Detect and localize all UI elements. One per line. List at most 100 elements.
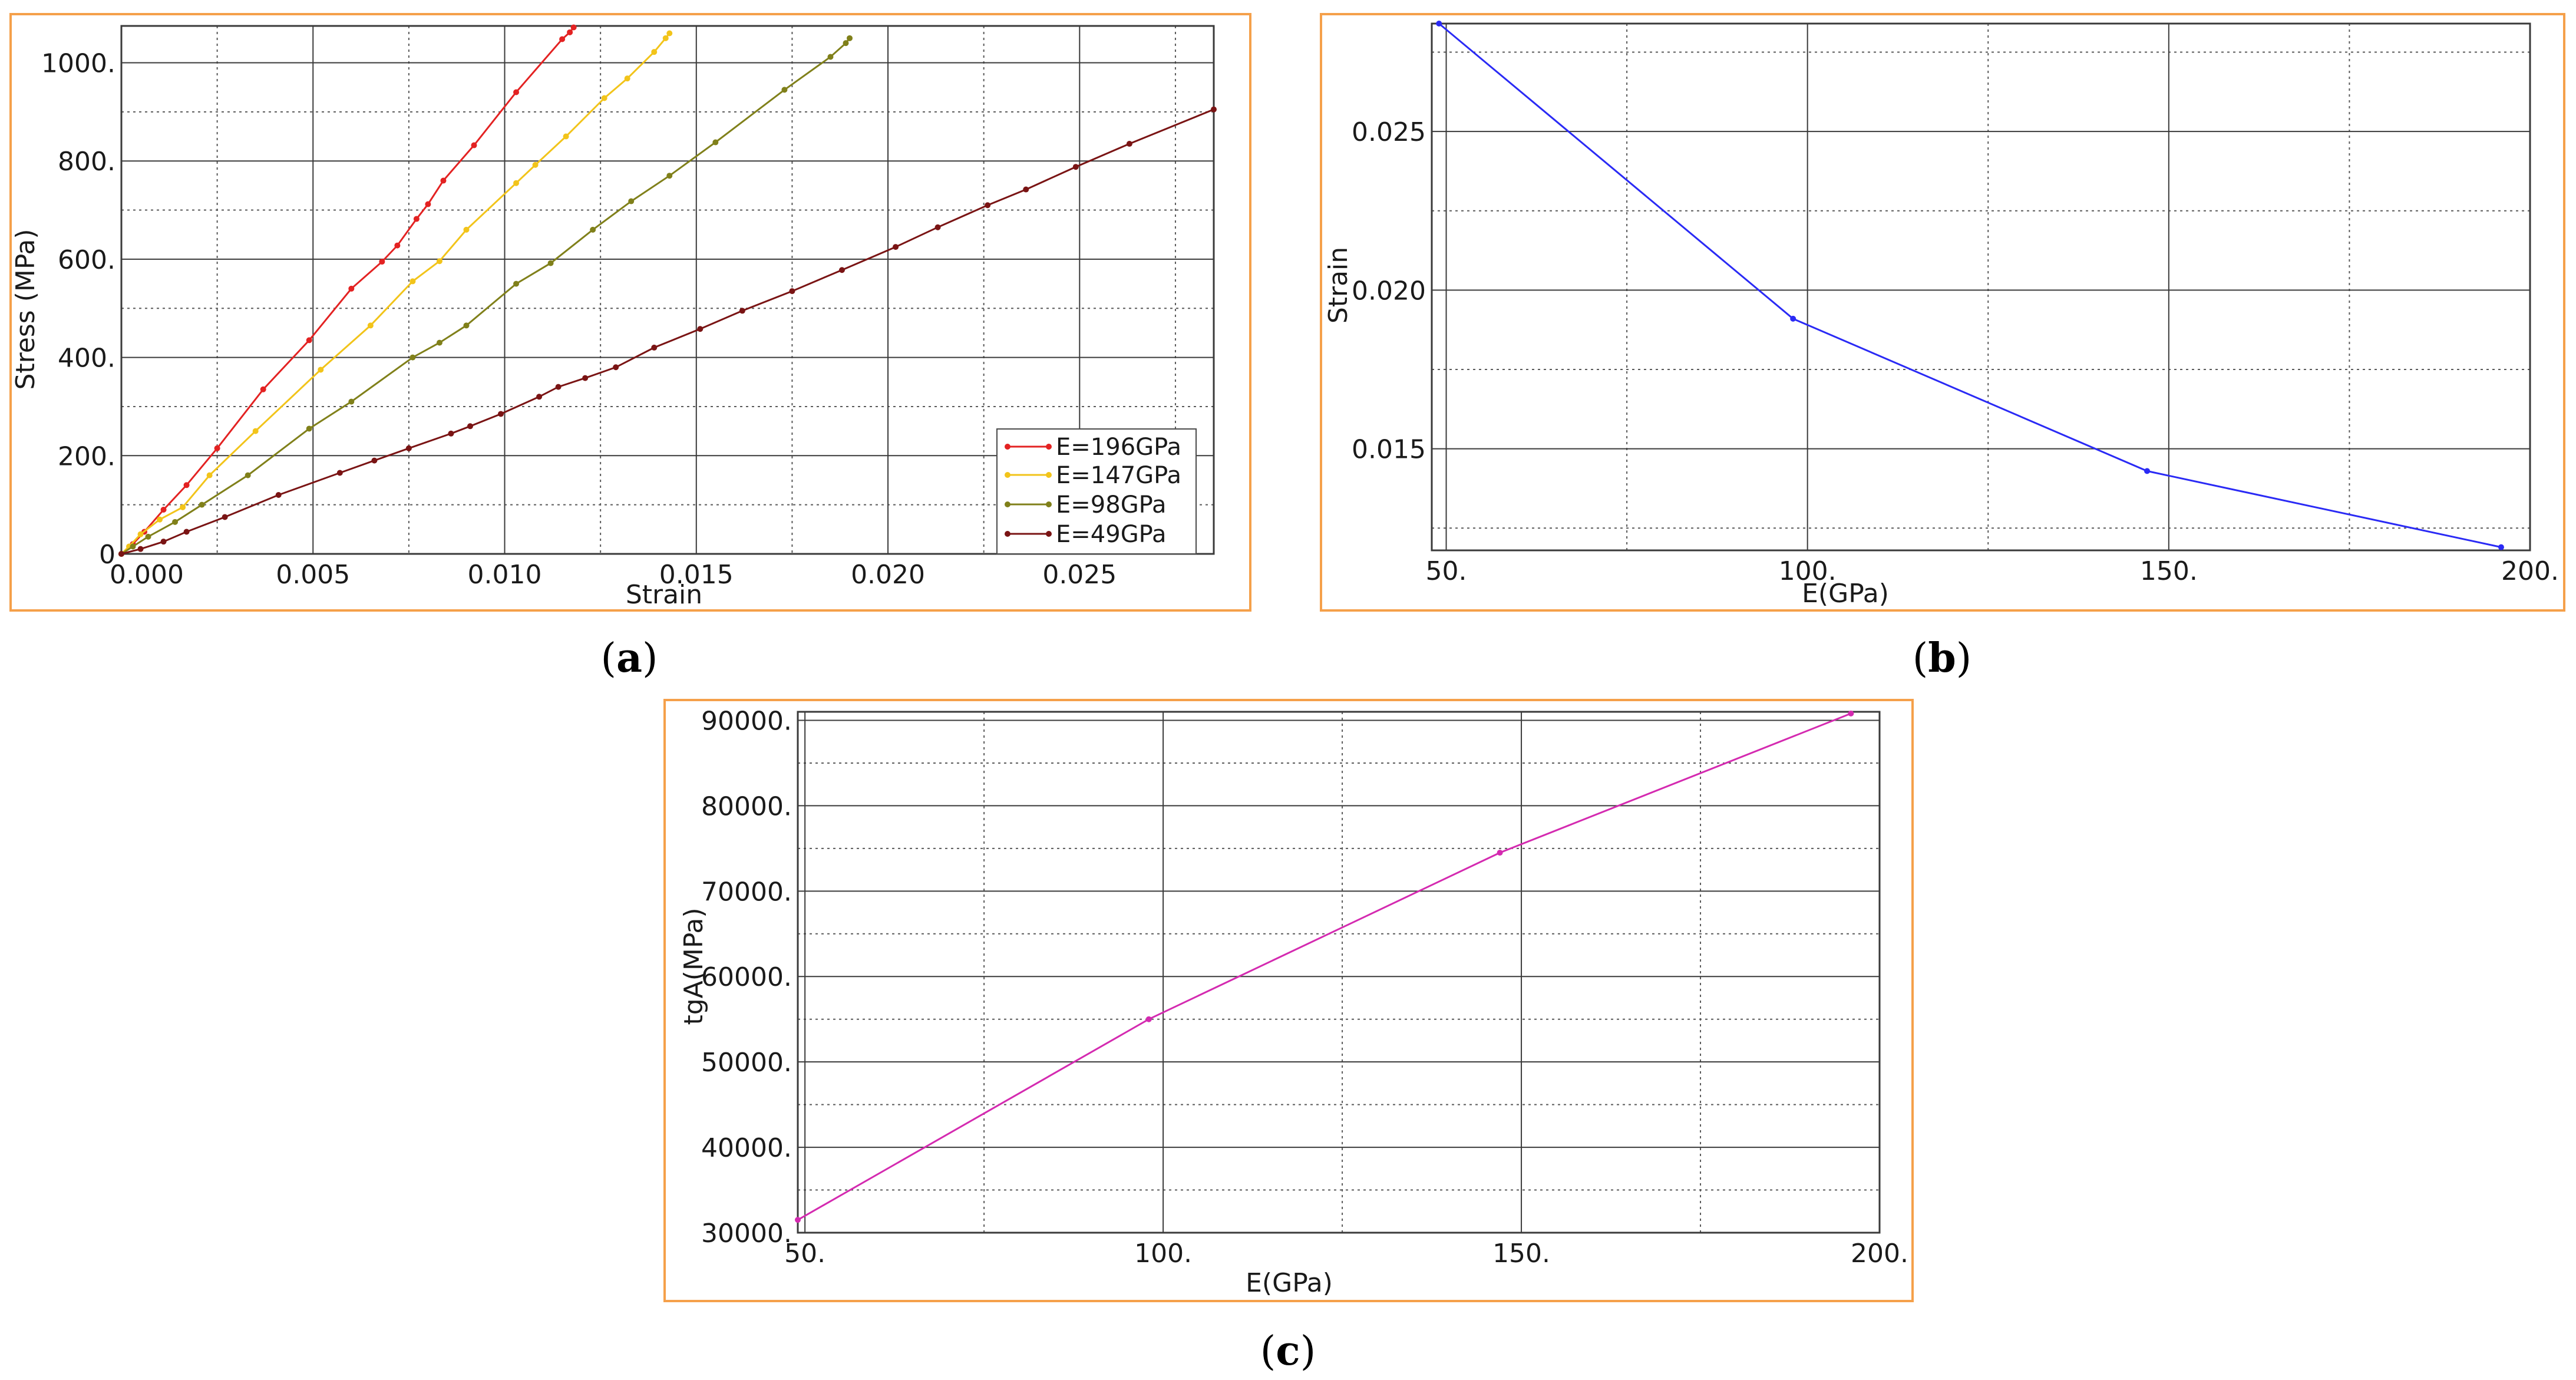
panel-b-ylabel: Strain: [1323, 247, 1353, 323]
data-point-a-2: [409, 278, 416, 285]
data-point-a-4: [613, 364, 619, 371]
data-point-a-4: [498, 411, 504, 417]
data-point-a-4: [838, 267, 845, 273]
y-tick-label-a: 400.: [58, 344, 115, 374]
x-tick-label-a: 0.015: [659, 560, 734, 590]
data-point-a-4: [137, 546, 144, 552]
data-point-a-1: [394, 242, 401, 249]
legend-a-label-4: E=49GPa: [1056, 521, 1167, 548]
data-point-a-1: [306, 337, 312, 344]
legend-a-marker-3b: [1046, 501, 1052, 507]
data-point-a-3: [172, 519, 179, 525]
data-point-a-2: [157, 516, 163, 523]
data-point-a-4: [1023, 186, 1029, 193]
x-tick-label-b: 200.: [2501, 556, 2559, 586]
data-point-a-2: [463, 226, 470, 233]
y-tick-label-c: 30000.: [701, 1219, 792, 1249]
data-point-a-3: [130, 543, 136, 550]
data-point-a-4: [893, 244, 899, 250]
data-point-a-1: [559, 36, 566, 42]
data-point-c-1: [795, 1217, 801, 1223]
data-point-a-3: [781, 87, 788, 93]
data-point-a-4: [697, 326, 704, 332]
data-point-a-1: [440, 177, 447, 184]
data-point-a-4: [160, 539, 167, 545]
x-tick-label-b: 150.: [2140, 556, 2198, 586]
data-point-a-3: [199, 501, 205, 508]
panel-c-ylabel: tgA(MPa): [679, 907, 709, 1025]
legend-a-marker-1: [1005, 444, 1010, 450]
data-point-a-2: [252, 428, 259, 434]
data-point-a-3: [306, 425, 312, 432]
plot-c: 50. 100. 150. 200. 30000. 40000. 50000. 60000. 7…: [701, 706, 1908, 1269]
data-point-a-2: [624, 75, 630, 82]
plot-area-c: [798, 712, 1880, 1233]
data-point-a-4: [739, 308, 745, 314]
panel-a-xlabel: Strain: [626, 580, 702, 610]
y-tick-label-c: 80000.: [701, 791, 792, 821]
series-line-a-4: [121, 108, 1214, 555]
data-point-a-3: [348, 398, 355, 405]
y-tick-label-a: 600.: [58, 245, 115, 275]
x-tick-label-b: 100.: [1779, 556, 1837, 586]
plot-a: 0.000 0.005 0.010 0.015 0.020 0.025 0 200. 400. 6…: [41, 24, 1217, 590]
data-point-a-1: [214, 445, 220, 451]
panel-c: 50. 100. 150. 200. 30000. 40000. 50000. 60000. 7…: [663, 699, 1914, 1302]
data-point-a-2: [180, 504, 186, 510]
data-point-a-4: [1072, 164, 1079, 170]
data-point-a-4: [789, 288, 795, 295]
data-point-a-4: [985, 202, 991, 209]
y-tick-label-b: 0.025: [1352, 117, 1426, 147]
x-tick-label-a: 0.000: [110, 560, 184, 590]
y-tick-label-b: 0.015: [1352, 435, 1426, 465]
data-point-a-1: [567, 29, 573, 35]
data-point-a-4: [582, 375, 589, 381]
data-point-a-2: [601, 95, 607, 101]
data-point-a-3: [547, 260, 554, 266]
legend-a: E=196GPa E=147GPa E=98GPa E=49GPa: [996, 428, 1197, 554]
data-point-a-3: [513, 280, 520, 287]
data-point-b-1: [2498, 544, 2504, 550]
data-point-a-2: [137, 531, 144, 537]
y-tick-label-c: 40000.: [701, 1133, 792, 1163]
legend-a-entry-3: E=98GPa: [1005, 491, 1167, 519]
legend-a-entry-2: E=147GPa: [1005, 462, 1181, 489]
legend-a-marker-4: [1005, 531, 1010, 537]
data-point-a-1: [348, 285, 355, 292]
series-line-c-1: [797, 712, 1851, 1221]
legend-a-label-2: E=147GPa: [1056, 462, 1181, 489]
x-tick-label-b: 50.: [1426, 556, 1467, 586]
data-point-a-4: [536, 394, 543, 400]
data-point-a-3: [145, 533, 151, 540]
data-point-a-3: [409, 354, 416, 361]
data-point-a-4: [371, 457, 378, 464]
data-point-a-3: [628, 198, 635, 204]
data-point-a-2: [662, 35, 669, 41]
data-point-a-2: [532, 161, 539, 168]
data-point-a-3: [843, 40, 849, 47]
data-point-a-1: [379, 259, 385, 265]
x-tick-label-a: 0.010: [468, 560, 542, 590]
data-point-a-3: [827, 54, 834, 60]
data-point-a-2: [666, 30, 673, 37]
data-point-a-1: [413, 216, 420, 222]
caption-c: (c): [1260, 1328, 1316, 1375]
data-point-a-4: [467, 423, 473, 430]
data-point-a-2: [318, 367, 324, 373]
data-point-a-3: [436, 339, 442, 346]
data-point-a-4: [1126, 141, 1132, 147]
y-tick-label-a: 200.: [58, 441, 115, 471]
data-point-a-3: [712, 139, 719, 146]
data-point-a-4: [555, 384, 562, 390]
data-point-a-4: [1211, 106, 1217, 113]
legend-a-marker-3: [1005, 501, 1010, 507]
panel-a-ylabel: Stress (MPa): [11, 229, 41, 389]
data-point-a-3: [847, 35, 853, 41]
y-tick-label-a: 0: [99, 540, 115, 570]
data-point-a-3: [463, 322, 470, 329]
data-point-a-3: [590, 226, 596, 233]
data-point-a-4: [118, 551, 124, 557]
caption-a-letter: a: [616, 635, 642, 682]
y-tick-label-b: 0.020: [1352, 276, 1426, 306]
data-point-a-2: [563, 133, 569, 140]
